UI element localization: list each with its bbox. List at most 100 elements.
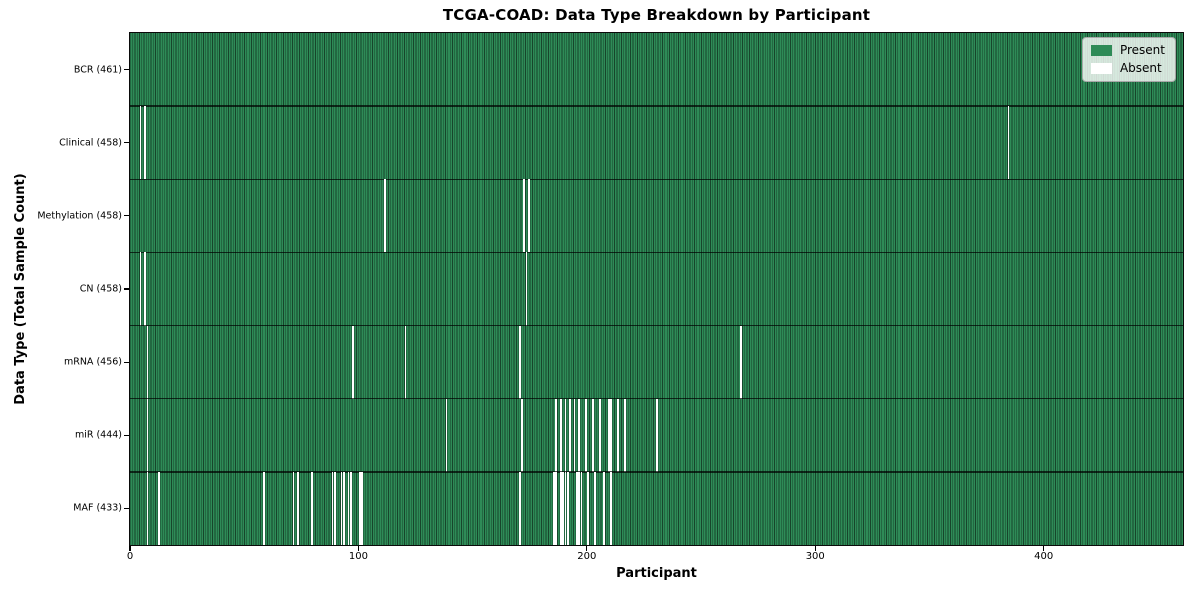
absent-stripe-miR [521,398,523,472]
absent-stripe-MAF [359,471,361,545]
y-tick-label-mRNA: mRNA (456) [63,356,122,368]
absent-stripe-Clinical [144,106,146,180]
absent-stripe-mRNA [146,325,149,399]
absent-stripe-MAF [333,471,336,545]
y-tick-mark [124,215,129,217]
absent-stripe-mRNA [352,325,354,399]
absent-stripe-miR [560,398,562,472]
absent-stripe-MAF [587,471,590,545]
y-tick-mark [124,288,129,290]
y-axis-label: Data Type (Total Sample Count) [13,173,28,405]
absent-stripe-MAF [576,471,578,545]
absent-stripe-MAF [562,471,564,545]
absent-stripe-Clinical [1007,106,1010,180]
absent-stripe-MAF [566,471,569,545]
present-swatch-icon [1090,45,1112,56]
x-tick-mark [129,546,131,551]
absent-stripe-MAF [580,471,583,545]
absent-stripe-MAF [146,471,149,545]
absent-stripe-miR [592,398,594,472]
row-separator [130,105,1183,107]
absent-stripe-MAF [297,471,300,545]
y-tick-label-CN: CN (458) [79,283,122,295]
x-tick-mark [1043,546,1045,551]
y-tick-mark [124,361,129,363]
absent-stripe-Methylation [528,179,530,253]
absent-stripe-MAF [263,471,265,545]
absent-stripe-MAF [311,471,313,545]
x-tick-mark [586,546,588,551]
absent-stripe-MAF [555,471,558,545]
y-tick-mark [124,434,129,436]
absent-stripe-MAF [610,471,612,545]
absent-stripe-MAF [518,471,521,545]
absent-stripe-CN [144,252,146,326]
absent-stripe-miR [623,398,626,472]
y-tick-label-miR: miR (444) [74,429,122,441]
plot-area [129,32,1184,546]
absent-stripe-miR [146,398,149,472]
absent-stripe-miR [573,398,576,472]
x-tick-label: 200 [577,551,597,562]
y-tick-mark [124,68,129,71]
absent-stripe-MAF [343,471,345,545]
absent-stripe-Methylation [384,179,386,253]
absent-stripe-MAF [349,471,352,545]
row-separator [130,324,1183,327]
absent-stripe-miR [569,398,571,472]
legend: Present Absent [1081,37,1176,82]
absent-stripe-Methylation [523,179,526,253]
absent-stripe-miR [607,398,610,472]
absent-stripe-miR [585,398,587,472]
legend-label-present: Present [1119,43,1165,57]
absent-stripe-miR [610,398,612,472]
legend-item-present: Present [1090,43,1165,57]
y-tick-label-Clinical: Clinical (458) [59,137,122,149]
absent-stripe-MAF [564,471,567,545]
absent-stripe-miR [555,398,558,472]
x-tick-label: 0 [126,551,134,562]
x-tick-label: 100 [348,551,368,562]
absent-stripe-MAF [603,471,606,545]
absent-swatch-icon [1090,63,1112,74]
absent-stripe-mRNA [404,325,407,399]
x-tick-label: 400 [1034,551,1054,562]
legend-label-absent: Absent [1119,61,1162,75]
absent-stripe-miR [655,398,658,472]
x-tick-mark [357,546,359,551]
absent-stripe-MAF [347,471,350,545]
absent-stripe-MAF [292,471,295,545]
row-separator [130,471,1183,473]
x-tick-label: 300 [805,551,825,562]
absent-stripe-miR [578,398,580,472]
y-tick-label-MAF: MAF (433) [73,502,122,514]
legend-item-absent: Absent [1090,61,1165,75]
x-axis-label: Participant [616,566,697,581]
absent-stripe-MAF [553,471,555,545]
absent-stripe-miR [445,398,448,472]
absent-stripe-Clinical [139,106,142,180]
row-separator [130,178,1183,180]
y-tick-label-BCR: BCR (461) [73,64,122,76]
absent-stripe-MAF [594,471,596,545]
absent-stripe-MAF [331,471,334,545]
y-tick-mark [124,142,129,144]
absent-stripe-miR [617,398,619,472]
absent-stripe-MAF [340,471,343,545]
absent-stripe-miR [564,398,567,472]
absent-stripe-mRNA [518,325,521,399]
absent-stripe-MAF [361,471,363,545]
absent-stripe-MAF [578,471,580,545]
absent-stripe-miR [598,398,601,472]
row-separator [130,251,1183,254]
chart-title: TCGA-COAD: Data Type Breakdown by Partic… [442,6,871,24]
absent-stripe-CN [139,252,142,326]
y-tick-label-Methylation: Methylation (458) [37,210,122,222]
absent-stripe-mRNA [740,325,743,399]
absent-stripe-MAF [158,471,160,545]
absent-stripe-CN [525,252,528,326]
x-tick-mark [814,546,816,551]
absent-stripe-MAF [560,471,562,545]
y-tick-mark [124,507,129,510]
